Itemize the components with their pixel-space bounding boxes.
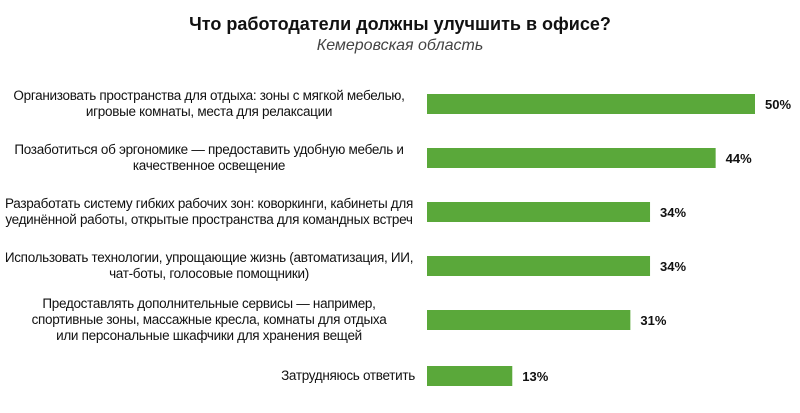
bar: [427, 256, 651, 276]
category-label: Затрудняюсь ответить: [281, 368, 415, 383]
category-label: Позаботиться об эргономике — предоставит…: [14, 142, 404, 173]
data-label: 50%: [765, 97, 791, 112]
data-label: 34%: [660, 205, 686, 220]
data-label: 31%: [640, 313, 666, 328]
chart-subtitle: Кемеровская область: [316, 37, 484, 54]
data-label: 13%: [522, 369, 548, 384]
bar: [427, 366, 513, 386]
bar: [427, 202, 651, 222]
chart-title: Что работодатели должны улучшить в офисе…: [189, 14, 611, 34]
bar: [427, 148, 716, 168]
category-label: Организовать пространства для отдыха: зо…: [13, 88, 405, 119]
data-label: 34%: [660, 259, 686, 274]
category-label: Предоставлять дополнительные сервисы — н…: [31, 296, 387, 343]
category-label: Использовать технологии, упрощающие жизн…: [4, 250, 414, 281]
category-label: Разработать систему гибких рабочих зон: …: [5, 196, 413, 227]
bar: [427, 94, 755, 114]
bar: [427, 310, 631, 330]
data-label: 44%: [726, 151, 752, 166]
